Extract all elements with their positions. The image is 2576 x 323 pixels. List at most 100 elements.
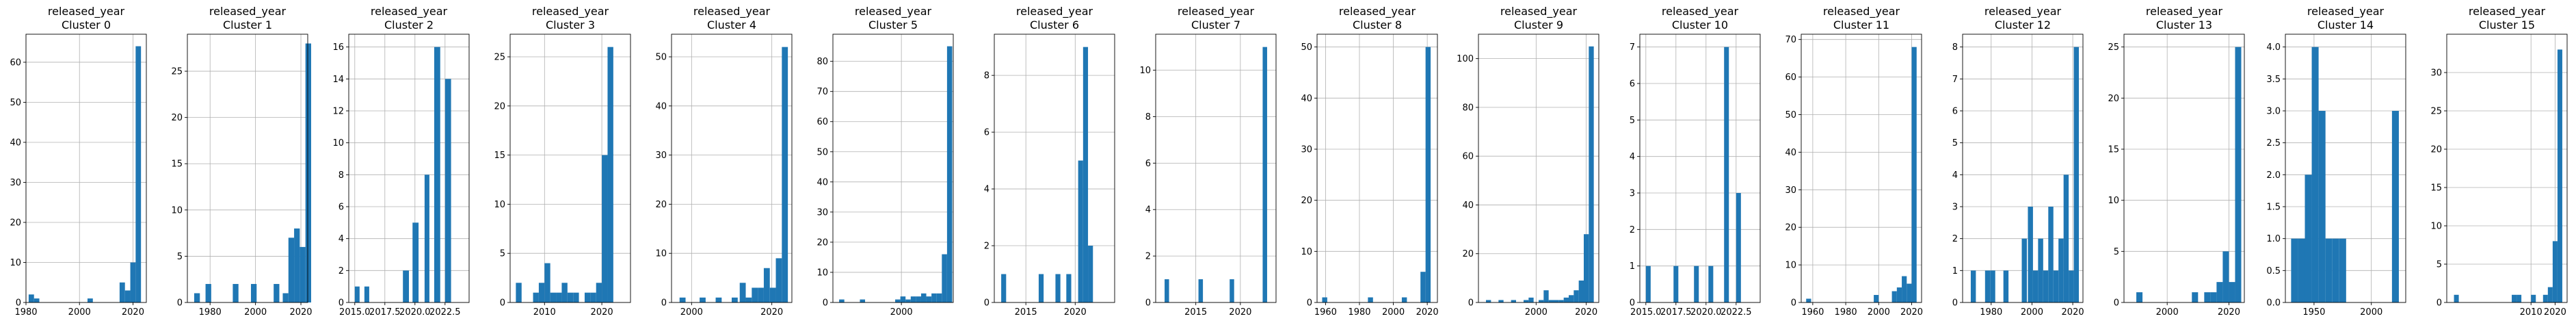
histogram-bar: [2028, 207, 2033, 302]
panel-title-line-1: released_year: [2469, 5, 2546, 18]
y-tick-label: 50: [816, 147, 828, 157]
histogram-bar: [926, 296, 932, 302]
x-tick-label: 2010: [2520, 307, 2542, 318]
x-tick-label: 2020.0: [399, 307, 431, 318]
histogram-bar: [1425, 47, 1431, 303]
histogram-bar: [2542, 294, 2548, 302]
y-tick-label: 16: [332, 42, 344, 53]
panel-title-line-2: Cluster 7: [1191, 18, 1240, 31]
y-tick-label: 10: [332, 138, 344, 148]
y-tick-label: 2: [984, 242, 990, 252]
histogram-bar: [2053, 270, 2059, 302]
y-tick-label: 7: [1630, 42, 1635, 53]
x-tick-label: 1960: [1801, 307, 1824, 318]
panel-title-line-2: Cluster 1: [223, 18, 272, 31]
y-tick-label: 25: [2430, 107, 2442, 117]
y-tick-label: 14: [332, 75, 344, 85]
y-tick-label: 0: [177, 298, 183, 309]
histogram-bar: [910, 296, 916, 302]
panel-title-line-2: Cluster 6: [1030, 18, 1079, 31]
y-tick-label: 4: [1145, 205, 1151, 216]
y-tick-label: 2: [338, 266, 344, 276]
histogram-bar: [274, 283, 280, 302]
y-tick-label: 20: [1301, 196, 1312, 206]
y-tick-label: 20: [2430, 145, 2442, 155]
histogram-bar: [205, 283, 211, 302]
panel-title-line-2: Cluster 4: [707, 18, 756, 31]
axes-frame: [994, 34, 1115, 303]
y-tick-label: 5: [2114, 247, 2119, 257]
y-tick-label: 1.5: [2266, 203, 2281, 213]
x-tick-label: 2000: [2021, 307, 2043, 318]
y-tick-label: 5: [177, 252, 183, 262]
y-tick-label: 20: [1462, 249, 1474, 259]
histogram-bar: [931, 293, 937, 302]
axes-frame: [2285, 34, 2406, 303]
y-tick-label: 50: [10, 98, 21, 108]
y-tick-label: 2.5: [2266, 138, 2281, 148]
histogram-bar: [900, 296, 906, 302]
y-tick-label: 30: [10, 178, 21, 188]
panel-title-line-1: released_year: [1500, 5, 1578, 18]
histogram-bar: [769, 287, 776, 302]
histogram-bar: [946, 46, 953, 302]
x-tick-label: 1980: [199, 307, 222, 318]
histogram-bar: [1578, 280, 1584, 302]
histogram-bar: [1001, 274, 1007, 302]
axes-frame: [25, 34, 147, 303]
histogram-bar: [2222, 251, 2229, 302]
x-tick-label: 1960: [1314, 307, 1337, 318]
y-tick-label: 10: [816, 268, 828, 278]
x-tick-label: 2015: [1015, 307, 1037, 318]
histogram-bar: [782, 47, 788, 303]
histogram-bar: [2325, 238, 2333, 302]
y-tick-label: 5: [1630, 116, 1635, 126]
histogram-bar: [1368, 297, 1373, 302]
y-tick-label: 0: [1307, 298, 1312, 309]
histogram-bar: [2235, 47, 2242, 303]
x-tick-label: 2020: [2218, 307, 2240, 318]
y-tick-label: 2: [1952, 234, 1958, 244]
panel-title-line-2: Cluster 9: [1514, 18, 1563, 31]
panel-title-line-2: Cluster 3: [546, 18, 595, 31]
y-tick-label: 3: [1630, 189, 1635, 199]
y-tick-label: 0: [1145, 298, 1151, 309]
panel-title-line-2: Cluster 14: [2318, 18, 2374, 31]
y-tick-label: 20: [1785, 223, 1796, 233]
histogram-bar: [715, 297, 722, 302]
histogram-bar: [700, 297, 706, 302]
histogram-bar: [135, 46, 142, 302]
axes-frame: [1155, 34, 1277, 303]
panel-title-line-2: Cluster 11: [1833, 18, 1889, 31]
histogram-bar: [2058, 238, 2064, 302]
histogram-bar: [556, 292, 562, 302]
histogram-bar: [2311, 47, 2319, 303]
axes-frame: [2446, 34, 2568, 303]
y-tick-label: 0: [2114, 298, 2119, 309]
y-tick-label: 5: [1952, 138, 1958, 148]
panel-title-line-2: Cluster 2: [384, 18, 434, 31]
y-tick-label: 10: [10, 258, 21, 268]
x-tick-label: 2000: [1525, 307, 1548, 318]
y-tick-label: 0: [823, 298, 828, 309]
histogram-bar: [1563, 297, 1569, 302]
histogram-bar: [2192, 292, 2199, 302]
y-tick-label: 50: [1301, 42, 1312, 53]
y-tick-label: 4: [984, 185, 990, 195]
y-tick-label: 30: [2430, 68, 2442, 79]
axes-frame: [2123, 34, 2245, 303]
histogram-bar: [1673, 266, 1679, 302]
histogram-bar: [895, 299, 901, 302]
histogram-bar: [1984, 270, 1991, 302]
y-tick-label: 5: [2436, 260, 2442, 270]
panel-cluster-1: 1980 2000 2020 0 5 10 15 20 25 released_yearClust…: [171, 5, 312, 318]
histogram-bar: [533, 292, 539, 302]
histogram-bar: [250, 283, 257, 302]
histogram-bar: [916, 296, 921, 302]
x-tick-label: 2020: [1416, 307, 1439, 318]
y-tick-label: 60: [10, 57, 21, 68]
